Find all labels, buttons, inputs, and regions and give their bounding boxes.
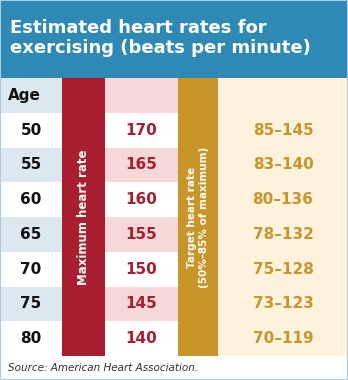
- Bar: [218, 252, 348, 287]
- Bar: [0, 78, 62, 113]
- Text: 75: 75: [21, 296, 42, 311]
- Bar: [0, 252, 62, 287]
- Bar: [0, 321, 62, 356]
- Bar: [0, 217, 62, 252]
- Bar: [105, 321, 178, 356]
- Text: 70: 70: [21, 261, 42, 277]
- Text: 80: 80: [21, 331, 42, 346]
- Text: 83–140: 83–140: [253, 157, 314, 173]
- Text: 73–123: 73–123: [253, 296, 314, 311]
- Text: 160: 160: [126, 192, 157, 207]
- Bar: [0, 113, 62, 147]
- Bar: [178, 78, 218, 356]
- Bar: [218, 182, 348, 217]
- Text: 80–136: 80–136: [253, 192, 314, 207]
- Bar: [0, 0, 348, 78]
- Bar: [105, 287, 178, 321]
- Text: 155: 155: [126, 227, 157, 242]
- Text: Age: Age: [8, 88, 41, 103]
- Bar: [218, 217, 348, 252]
- Text: 50: 50: [21, 123, 42, 138]
- Bar: [0, 147, 62, 182]
- Bar: [105, 147, 178, 182]
- Bar: [218, 78, 348, 113]
- Text: 60: 60: [20, 192, 42, 207]
- Text: 165: 165: [126, 157, 157, 173]
- Text: Source: American Heart Association.: Source: American Heart Association.: [8, 363, 198, 373]
- Text: 140: 140: [126, 331, 157, 346]
- Text: 85–145: 85–145: [253, 123, 314, 138]
- Bar: [218, 113, 348, 147]
- Text: 65: 65: [20, 227, 42, 242]
- Bar: [0, 287, 62, 321]
- Bar: [62, 78, 105, 356]
- Text: 170: 170: [126, 123, 157, 138]
- Bar: [105, 182, 178, 217]
- Bar: [218, 147, 348, 182]
- Text: 145: 145: [126, 296, 157, 311]
- Text: Target heart rate
(50%–85% of maximum): Target heart rate (50%–85% of maximum): [187, 146, 209, 288]
- Text: Estimated heart rates for
exercising (beats per minute): Estimated heart rates for exercising (be…: [10, 19, 311, 57]
- Text: Maximum heart rate: Maximum heart rate: [77, 149, 90, 285]
- Text: 75–128: 75–128: [253, 261, 314, 277]
- Text: 55: 55: [21, 157, 42, 173]
- Bar: [105, 252, 178, 287]
- Bar: [105, 217, 178, 252]
- Bar: [105, 78, 178, 113]
- Text: 70–119: 70–119: [253, 331, 313, 346]
- Text: 150: 150: [126, 261, 157, 277]
- Bar: [105, 113, 178, 147]
- Bar: [218, 321, 348, 356]
- Bar: [218, 287, 348, 321]
- Bar: [0, 182, 62, 217]
- Text: 78–132: 78–132: [253, 227, 314, 242]
